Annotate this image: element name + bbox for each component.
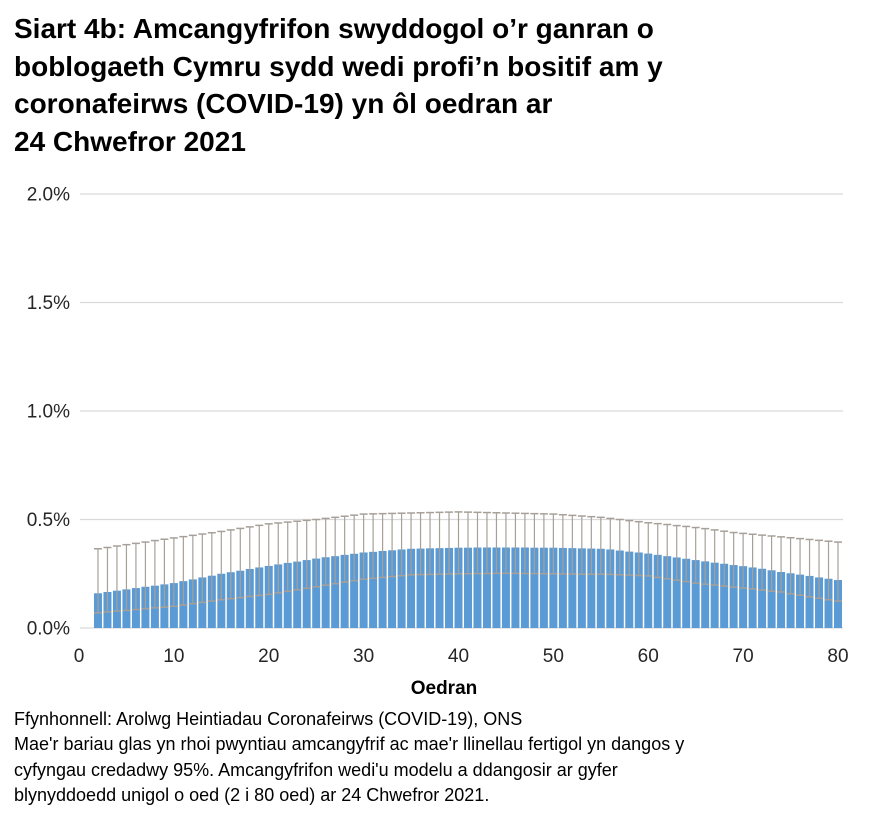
x-tick-label: 80 <box>827 646 848 667</box>
chart-title: Siart 4b: Amcangyfrifon swyddogol o’r ga… <box>14 10 754 160</box>
estimate-bar-age-71 <box>748 567 757 628</box>
estimate-bar-age-28 <box>340 554 349 628</box>
chart-title-line: 24 Chwefror 2021 <box>14 125 246 157</box>
estimate-bar-age-65 <box>691 560 700 628</box>
estimate-bar-age-19 <box>255 567 264 628</box>
estimate-bar-age-78 <box>815 577 824 628</box>
estimate-bar-age-51 <box>558 547 567 628</box>
x-tick-label: 20 <box>258 646 279 667</box>
estimate-bar-age-54 <box>587 548 596 628</box>
chart-title-line: Siart 4b: Amcangyfrifon swyddogol o’r ga… <box>14 13 654 44</box>
method-note-line: Mae'r bariau glas yn rhoi pwyntiau amcan… <box>14 734 685 755</box>
x-tick-label: 70 <box>733 646 754 667</box>
estimate-bar-age-25 <box>312 558 321 628</box>
estimate-bar-age-70 <box>739 566 748 628</box>
chart-title-line: coronafeirws (COVID-19) yn ôl oedran ar <box>14 88 553 119</box>
estimate-bar-age-57 <box>615 550 624 628</box>
x-tick-label: 60 <box>638 646 659 667</box>
estimate-bar-age-53 <box>577 548 586 628</box>
estimate-bar-age-52 <box>568 548 577 628</box>
chart-title-line: boblogaeth Cymru sydd wedi profi’n bosit… <box>14 50 663 82</box>
estimate-bar-age-44 <box>492 547 501 628</box>
source-note: Ffynhonnell: Arolwg Heintiadau Coronafei… <box>14 709 523 729</box>
estimate-bar-age-18 <box>245 568 254 628</box>
estimate-bar-age-43 <box>482 547 491 628</box>
estimate-bar-age-30 <box>359 552 368 628</box>
estimate-bar-age-38 <box>435 548 444 628</box>
estimate-bar-age-15 <box>217 573 226 628</box>
estimate-bar-age-75 <box>786 573 795 628</box>
estimate-bar-age-55 <box>596 548 605 628</box>
estimate-bar-age-67 <box>710 562 719 628</box>
estimate-bar-age-24 <box>302 560 311 628</box>
y-tick-label: 0.5% <box>27 510 70 531</box>
x-tick-label: 40 <box>448 646 469 667</box>
estimate-bar-age-62 <box>663 556 672 628</box>
estimate-bar-age-29 <box>350 553 359 628</box>
estimate-bar-age-42 <box>473 547 482 628</box>
estimate-bar-age-47 <box>520 547 529 628</box>
x-tick-label: 0 <box>74 646 85 667</box>
estimate-bar-age-39 <box>445 547 454 628</box>
estimate-bar-age-58 <box>625 551 634 628</box>
estimate-bar-age-48 <box>530 547 539 628</box>
estimate-bar-age-74 <box>777 572 786 628</box>
estimate-bar-age-76 <box>796 574 805 628</box>
estimate-bar-age-17 <box>236 570 245 628</box>
y-tick-label: 1.5% <box>27 293 70 314</box>
estimate-bar-age-34 <box>397 549 406 628</box>
estimate-bar-age-77 <box>805 575 814 628</box>
estimate-bar-age-33 <box>388 550 397 628</box>
estimate-bar-age-73 <box>767 570 776 628</box>
estimate-bar-age-56 <box>606 549 615 628</box>
chart-footer: Ffynhonnell: Arolwg Heintiadau Coronafei… <box>14 707 859 808</box>
y-tick-label: 0.0% <box>27 619 70 640</box>
estimate-bar-age-66 <box>701 561 710 628</box>
estimate-bar-age-41 <box>463 547 472 628</box>
estimate-bar-age-35 <box>407 548 416 628</box>
estimate-bar-age-59 <box>634 552 643 628</box>
estimate-bar-age-49 <box>539 547 548 628</box>
method-note-line: cyfyngau credadwy 95%. Amcangyfrifon wed… <box>14 759 618 780</box>
estimate-bar-age-46 <box>511 547 520 628</box>
estimate-bar-age-72 <box>758 568 767 628</box>
estimate-bar-age-40 <box>454 547 463 628</box>
method-note-line: blynyddoedd unigol o oed (2 i 80 oed) ar… <box>14 784 490 805</box>
x-tick-label: 10 <box>163 646 184 667</box>
estimate-bar-age-64 <box>682 558 691 628</box>
x-tick-label: 50 <box>543 646 564 667</box>
estimate-bar-age-26 <box>321 557 330 628</box>
estimate-bar-age-20 <box>264 565 273 628</box>
estimate-bar-age-45 <box>501 547 510 628</box>
x-axis-title: Oedran <box>411 678 478 699</box>
y-tick-label: 2.0% <box>27 185 70 206</box>
estimate-bar-age-27 <box>331 556 340 628</box>
estimate-bar-age-61 <box>653 554 662 628</box>
estimate-bar-age-63 <box>672 557 681 628</box>
estimate-bar-age-23 <box>293 561 302 628</box>
estimate-bar-age-50 <box>549 547 558 628</box>
estimate-bar-age-21 <box>274 564 283 628</box>
estimate-bar-age-60 <box>644 553 653 628</box>
estimate-bar-age-31 <box>369 551 378 628</box>
estimate-bar-age-79 <box>824 578 833 628</box>
x-tick-label: 30 <box>353 646 374 667</box>
y-tick-label: 1.0% <box>27 402 70 423</box>
estimate-bar-age-37 <box>426 548 435 628</box>
estimate-bar-age-68 <box>720 563 729 628</box>
estimate-bar-age-36 <box>416 548 425 628</box>
estimate-bar-age-80 <box>834 580 842 628</box>
estimate-bar-age-32 <box>378 550 387 628</box>
estimate-bar-age-16 <box>226 572 235 628</box>
estimate-bar-age-69 <box>729 565 738 628</box>
estimate-bar-age-22 <box>283 562 292 628</box>
estimate-bar-age-14 <box>207 575 216 628</box>
